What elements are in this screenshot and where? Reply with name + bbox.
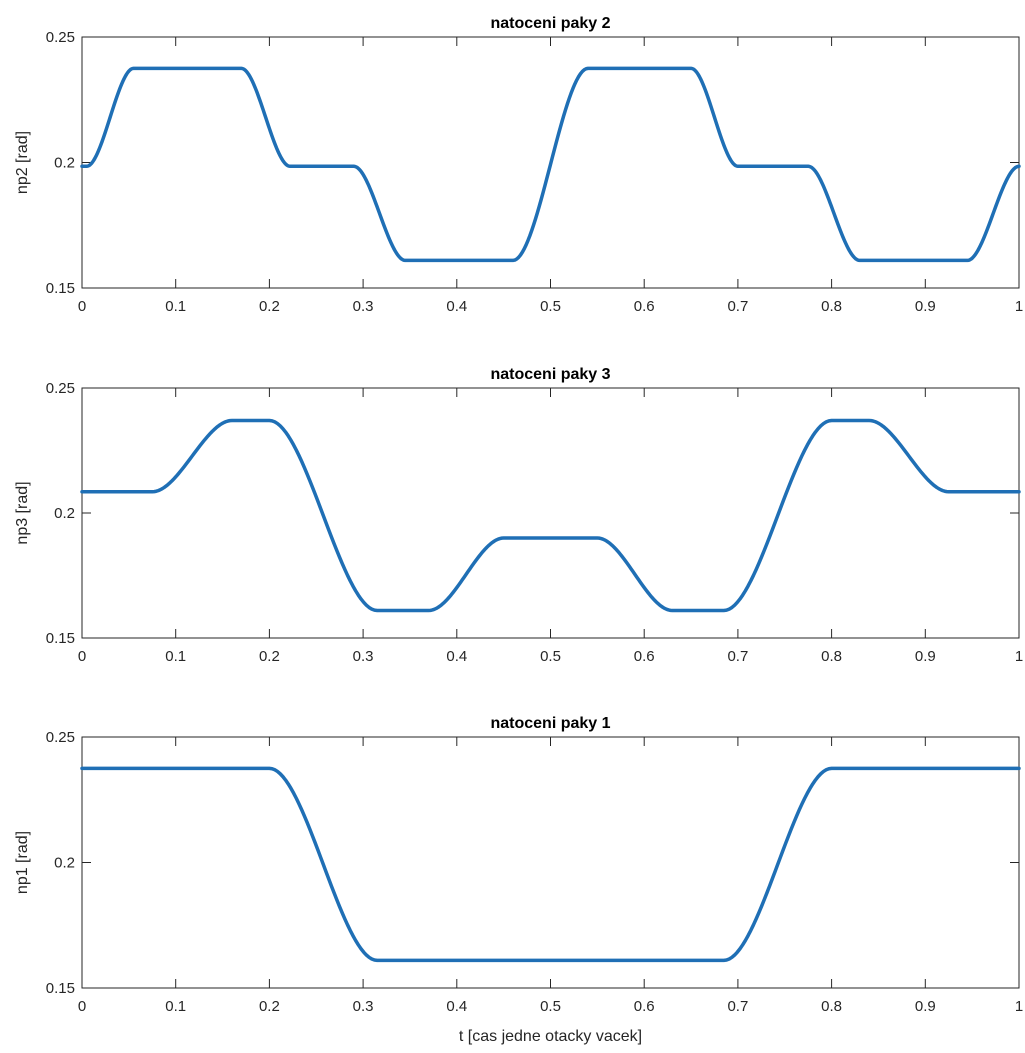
- x-tick-label: 0: [78, 298, 86, 315]
- x-tick-label: 0.3: [353, 998, 374, 1015]
- x-tick-label: 0.8: [821, 998, 842, 1015]
- x-tick-label: 0.8: [821, 648, 842, 665]
- chart-panel-1: 0 0.1 0.2 0.3 0.4 0.5 0.6 0.7 0.8 0.9 1 0.15 0.2 0.25…: [14, 15, 1023, 315]
- x-tick-label: 0: [78, 998, 86, 1015]
- x-tick-label: 0.2: [259, 648, 280, 665]
- chart-title: natoceni paky 3: [490, 366, 610, 383]
- x-tick-label: 0.5: [540, 998, 561, 1015]
- y-tick-label: 0.15: [46, 980, 75, 997]
- x-tick-label: 0.7: [727, 998, 748, 1015]
- y-tick-label: 0.2: [54, 155, 75, 172]
- chart-panel-3: 0 0.1 0.2 0.3 0.4 0.5 0.6 0.7 0.8 0.9 1 0.15 0.2 0.25…: [14, 715, 1023, 1045]
- x-tick-label: 0: [78, 648, 86, 665]
- y-axis-label: np3 [rad]: [14, 481, 31, 544]
- x-tick-label: 1: [1015, 998, 1023, 1015]
- x-tick-label: 0.2: [259, 298, 280, 315]
- x-tick-label: 0.3: [353, 298, 374, 315]
- x-tick-label: 0.4: [446, 298, 467, 315]
- x-tick-label: 0.1: [165, 648, 186, 665]
- x-tick-label: 0.9: [915, 298, 936, 315]
- x-tick-label: 0.6: [634, 998, 655, 1015]
- x-axis-label: t [cas jedne otacky vacek]: [459, 1028, 642, 1045]
- x-tick-label: 0.7: [727, 298, 748, 315]
- x-tick-label: 0.3: [353, 648, 374, 665]
- x-tick-label: 0.2: [259, 998, 280, 1015]
- x-tick-label: 1: [1015, 298, 1023, 315]
- chart-title: natoceni paky 1: [490, 715, 610, 732]
- y-tick-label: 0.25: [46, 380, 75, 397]
- x-tick-label: 0.9: [915, 648, 936, 665]
- y-tick-label: 0.15: [46, 630, 75, 647]
- y-tick-label: 0.25: [46, 729, 75, 746]
- y-tick-label: 0.2: [54, 855, 75, 872]
- x-tick-label: 0.5: [540, 298, 561, 315]
- plot-area: [81, 736, 1020, 989]
- plot-area: [81, 387, 1020, 639]
- series-line-1: [80, 66, 1021, 263]
- y-axis-label: np2 [rad]: [14, 131, 31, 194]
- x-tick-label: 0.7: [727, 648, 748, 665]
- x-tick-label: 0.1: [165, 298, 186, 315]
- series-line-1: [80, 418, 1021, 613]
- chart-title: natoceni paky 2: [490, 15, 610, 32]
- chart-panel-2: 0 0.1 0.2 0.3 0.4 0.5 0.6 0.7 0.8 0.9 1 0.15 0.2 0.25…: [14, 366, 1023, 665]
- x-tick-label: 0.4: [446, 998, 467, 1015]
- y-tick-label: 0.25: [46, 29, 75, 46]
- series-line-1: [80, 766, 1021, 963]
- x-tick-label: 0.1: [165, 998, 186, 1015]
- x-tick-label: 0.8: [821, 298, 842, 315]
- x-tick-label: 0.6: [634, 648, 655, 665]
- y-axis-label: np1 [rad]: [14, 831, 31, 894]
- x-tick-label: 0.4: [446, 648, 467, 665]
- y-tick-label: 0.2: [54, 505, 75, 522]
- x-tick-label: 0.9: [915, 998, 936, 1015]
- x-tick-label: 1: [1015, 648, 1023, 665]
- y-tick-label: 0.15: [46, 280, 75, 297]
- x-tick-label: 0.6: [634, 298, 655, 315]
- x-tick-label: 0.5: [540, 648, 561, 665]
